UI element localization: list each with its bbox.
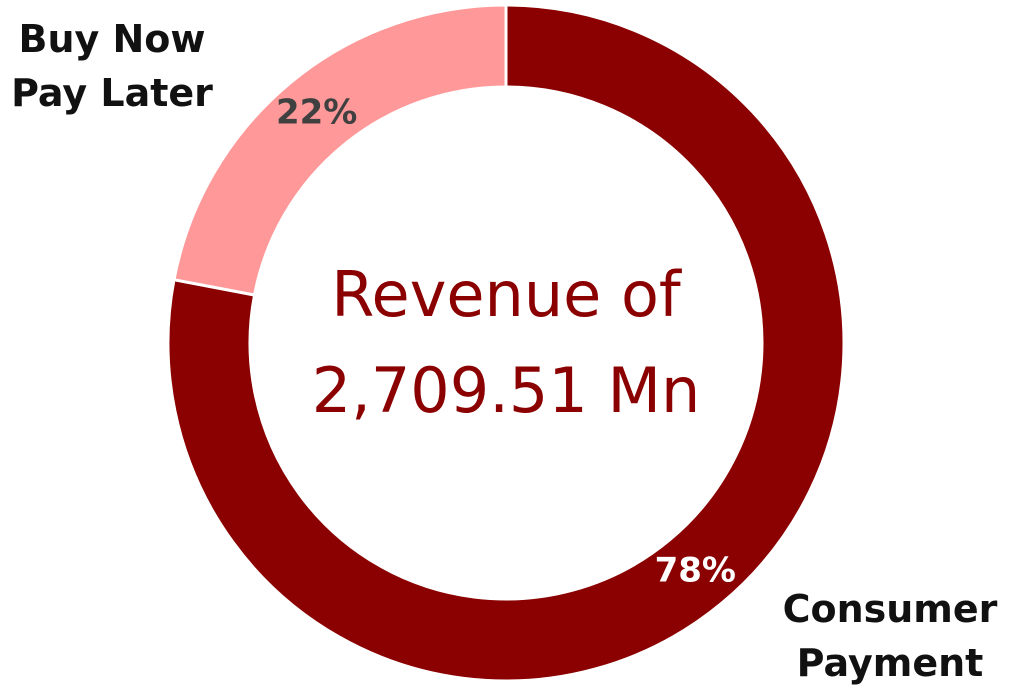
- value-label: 22%: [276, 93, 357, 133]
- donut-segment: [166, 3, 846, 683]
- category-label: Buy Now Pay Later: [11, 17, 213, 115]
- category-label: Consumer Payment: [782, 587, 998, 685]
- value-label: 78%: [655, 550, 736, 590]
- donut-segment: [172, 3, 508, 297]
- center-text: Revenue of 2,709.51 Mn: [311, 258, 701, 427]
